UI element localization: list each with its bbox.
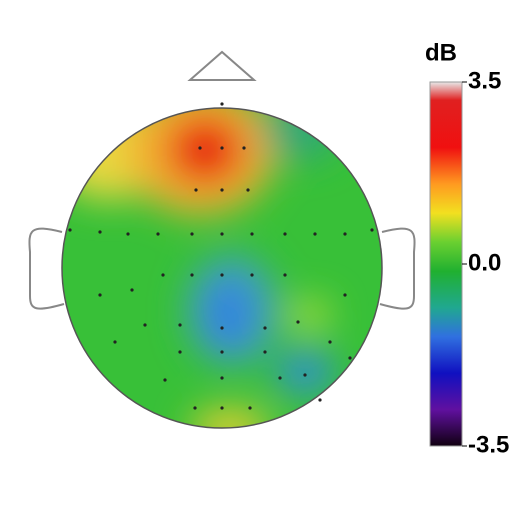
electrode (156, 232, 160, 236)
electrode (343, 232, 347, 236)
electrode (250, 232, 254, 236)
electrode (178, 350, 182, 354)
electrode (220, 188, 224, 192)
electrode (194, 188, 198, 192)
electrode (163, 378, 167, 382)
electrode (220, 102, 224, 106)
electrode (68, 228, 72, 232)
electrode (348, 356, 352, 360)
electrode (242, 146, 246, 150)
electrode (263, 350, 267, 354)
electrode (328, 340, 332, 344)
electrode (193, 406, 197, 410)
electrode (220, 146, 224, 150)
electrode (220, 273, 224, 277)
electrode (178, 323, 182, 327)
electrode (220, 326, 224, 330)
electrode (130, 288, 134, 292)
electrode (278, 376, 282, 380)
electrode (161, 273, 165, 277)
electrode (283, 273, 287, 277)
electrode (98, 293, 102, 297)
electrode (318, 398, 322, 402)
colorbar-label: dB (425, 39, 457, 66)
head-map (28, 50, 416, 429)
electrode (220, 350, 224, 354)
electrode (343, 293, 347, 297)
electrode (370, 228, 374, 232)
electrode (190, 232, 194, 236)
colorbar-tick-label: 3.5 (468, 67, 501, 94)
electrode (143, 323, 147, 327)
electrode (113, 340, 117, 344)
electrode (190, 273, 194, 277)
electrode (98, 230, 102, 234)
colorbar-tick-label: 0.0 (468, 249, 501, 276)
electrode (198, 146, 202, 150)
colorbar-tick-label: -3.5 (468, 431, 509, 458)
electrode (220, 406, 224, 410)
electrode (283, 232, 287, 236)
electrode (263, 326, 267, 330)
electrode (296, 320, 300, 324)
electrode (303, 373, 307, 377)
electrode (246, 188, 250, 192)
electrode (248, 406, 252, 410)
electrode (220, 376, 224, 380)
electrode (250, 273, 254, 277)
electrode (126, 232, 130, 236)
colorbar (429, 81, 463, 447)
electrode (220, 232, 224, 236)
electrode (313, 232, 317, 236)
